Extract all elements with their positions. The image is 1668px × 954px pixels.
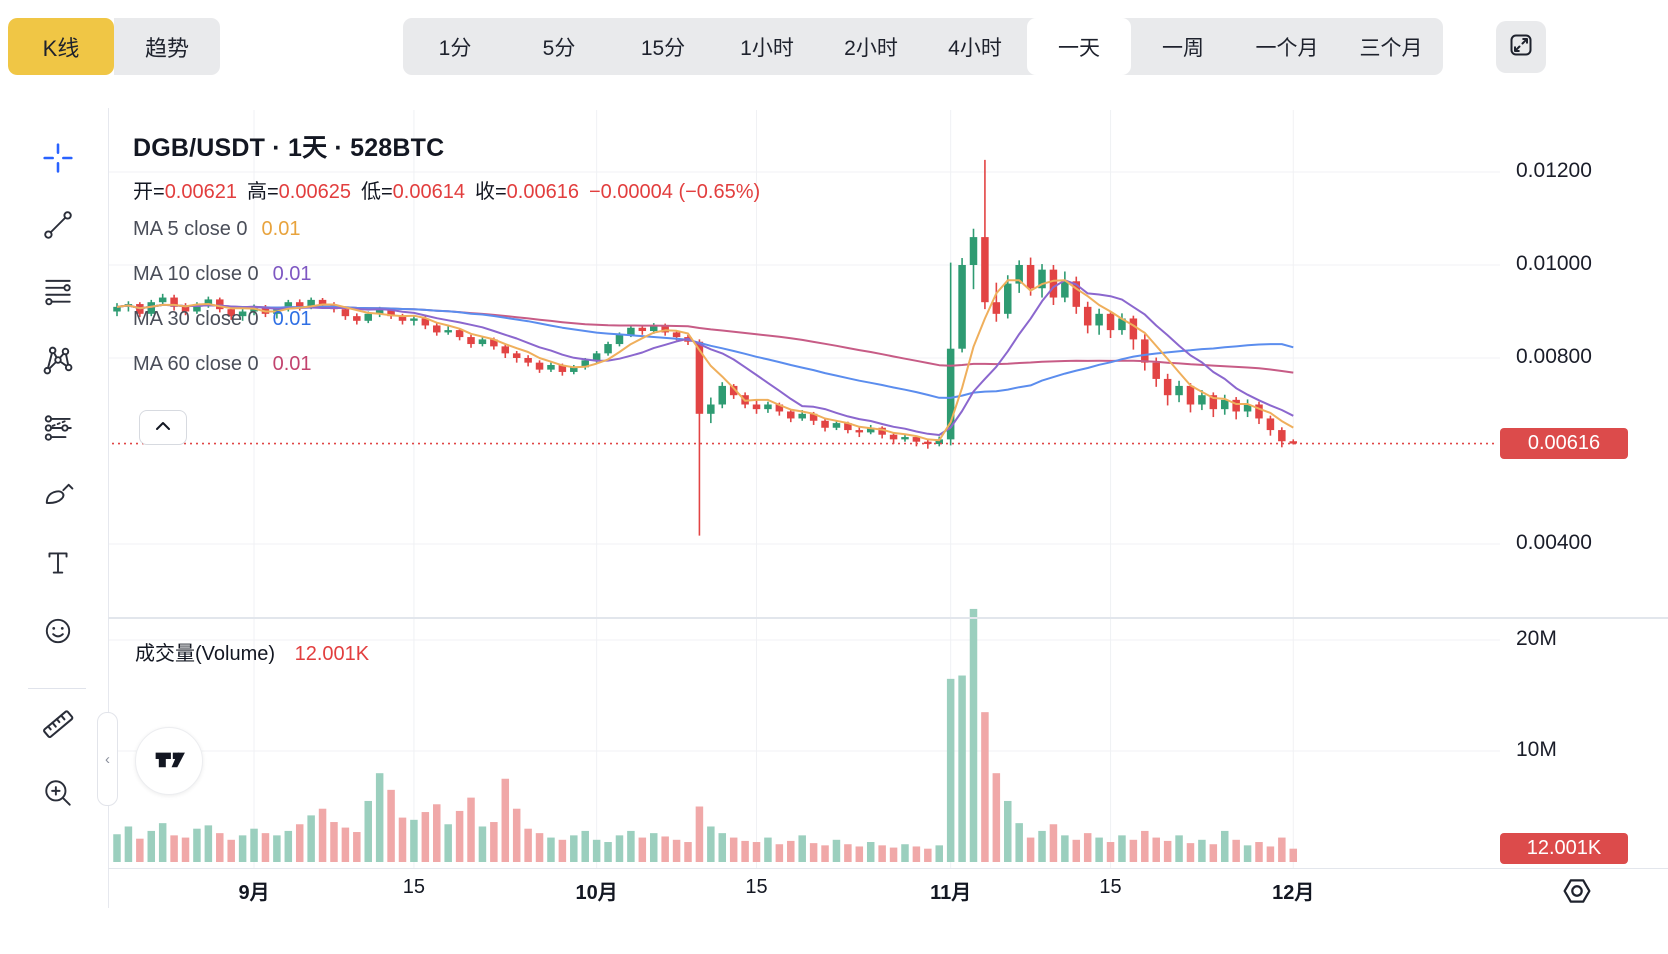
gear-icon: [1561, 875, 1593, 912]
time-axis-tick[interactable]: 15: [1099, 876, 1122, 898]
timeframe-bar: 1分 5分 15分 1小时 2小时 4小时 一天 一周 一个月 三个月: [403, 18, 1443, 75]
timeframe-5分[interactable]: 5分: [542, 36, 576, 60]
price-axis-tick: 0.01000: [1516, 252, 1592, 275]
mode-tab-kline[interactable]: K线: [8, 18, 114, 75]
price-axis-tick: 0.00400: [1516, 531, 1592, 554]
ma-label: MA 60 close 0: [133, 353, 259, 375]
price-change: −0.00004 (−0.65%): [588, 181, 761, 203]
time-axis-tick[interactable]: 10月: [575, 882, 618, 904]
chevron-left-icon: ‹: [105, 750, 110, 768]
ohlc-readout: 开=0.00621 高=0.00625 低=0.00614 收=0.00616 −0.0…: [133, 175, 770, 204]
ohlc-label: 收=: [474, 181, 507, 203]
ruler-icon: [41, 707, 75, 746]
ma-label: MA 5 close 0: [133, 218, 248, 240]
tradingview-logo-glyph: [148, 738, 190, 785]
pane-separator[interactable]: [108, 617, 1668, 619]
ma-legend-row: MA 30 close 0 0.01: [133, 308, 312, 331]
volume-legend: 成交量(Volume) 12.001K: [135, 637, 369, 666]
ma-value: 0.01: [272, 353, 312, 375]
timeframe-1小时[interactable]: 1小时: [740, 36, 794, 60]
time-axis-tick[interactable]: 15: [745, 876, 768, 898]
tool-crosshair[interactable]: [40, 142, 76, 178]
toolbar-chart-divider: [108, 108, 109, 908]
volume-label: 成交量(Volume): [135, 643, 276, 665]
projection-icon: [42, 412, 74, 449]
tool-xabcd-pattern[interactable]: [40, 344, 76, 380]
text-tool-icon: [42, 547, 74, 584]
ma-value: 0.01: [272, 263, 312, 285]
ma-value: 0.01: [261, 218, 301, 240]
ma-label: MA 10 close 0: [133, 263, 259, 285]
chart-mode-toggle: K线 趋势: [8, 18, 220, 75]
ohlc-label: 低=: [360, 181, 393, 203]
tool-brush[interactable]: [40, 480, 76, 516]
expand-icon: [1506, 30, 1536, 65]
last-volume-badge: 12.001K: [1500, 833, 1628, 864]
ohlc-label: 高=: [246, 181, 279, 203]
time-axis-tick[interactable]: 15: [402, 876, 426, 898]
volume-value: 12.001K: [294, 643, 370, 665]
zoom-in-icon: [42, 777, 74, 814]
time-axis-border: [108, 868, 1668, 869]
ohlc-value: 0.00616: [506, 181, 579, 203]
tool-fib-retracement[interactable]: [40, 275, 76, 311]
ma-legend-row: MA 10 close 0 0.01: [133, 263, 312, 286]
symbol-title: DGB/USDT · 1天 · 528BTC: [133, 134, 445, 162]
chevron-up-icon: [154, 419, 172, 437]
toolbar-divider: [28, 688, 86, 689]
timeframe-一个月[interactable]: 一个月: [1255, 36, 1319, 60]
timeframe-4小时[interactable]: 4小时: [948, 36, 1002, 60]
tool-text[interactable]: [40, 547, 76, 583]
xabcd-pattern-icon: [42, 344, 74, 381]
time-axis-tick[interactable]: 12月: [1272, 882, 1315, 904]
toolbar-collapse-handle[interactable]: ‹: [97, 712, 118, 806]
ohlc-value: 0.00621: [164, 181, 237, 203]
ma-legend-row: MA 60 close 0 0.01: [133, 353, 312, 376]
ma-value: 0.01: [272, 308, 312, 330]
collapse-indicators-button[interactable]: [139, 410, 187, 445]
price-axis-tick: 0.01200: [1516, 159, 1592, 182]
time-axis-tick[interactable]: 11月: [930, 882, 972, 904]
ma-label: MA 30 close 0: [133, 308, 259, 330]
ohlc-label: 开=: [133, 181, 165, 203]
emoji-icon: [42, 615, 74, 652]
timeframe-1分[interactable]: 1分: [438, 36, 472, 60]
volume-axis-tick: 20M: [1516, 627, 1557, 650]
last-price-badge: 0.00616: [1500, 428, 1628, 460]
volume-axis-tick: 10M: [1516, 738, 1557, 761]
time-axis-tick[interactable]: 9月: [238, 882, 270, 904]
tool-ruler[interactable]: [40, 708, 76, 744]
tool-trend-line[interactable]: [40, 209, 76, 245]
tool-zoom-in[interactable]: [40, 777, 76, 813]
timeframe-一周[interactable]: 一周: [1162, 36, 1204, 60]
mode-tab-trend[interactable]: 趋势: [114, 18, 220, 75]
brush-icon: [42, 480, 74, 517]
ma-legend-row: MA 5 close 0 0.01: [133, 218, 300, 241]
ohlc-value: 0.00614: [392, 181, 465, 203]
ohlc-value: 0.00625: [278, 181, 351, 203]
timeframe-三个月[interactable]: 三个月: [1359, 36, 1423, 60]
price-axis-tick: 0.00800: [1516, 345, 1592, 368]
trend-line-icon: [42, 209, 74, 246]
fib-retracement-icon: [42, 275, 74, 312]
chart-settings-button[interactable]: [1560, 876, 1594, 910]
tool-projection[interactable]: [40, 412, 76, 448]
timeframe-2小时[interactable]: 2小时: [844, 36, 898, 60]
fullscreen-button[interactable]: [1496, 21, 1546, 73]
crosshair-icon: [42, 142, 74, 179]
timeframe-15分[interactable]: 15分: [640, 36, 686, 60]
timeframe-一天[interactable]: 一天: [1027, 18, 1131, 75]
tradingview-logo[interactable]: [135, 727, 203, 795]
tool-emoji[interactable]: [40, 615, 76, 651]
